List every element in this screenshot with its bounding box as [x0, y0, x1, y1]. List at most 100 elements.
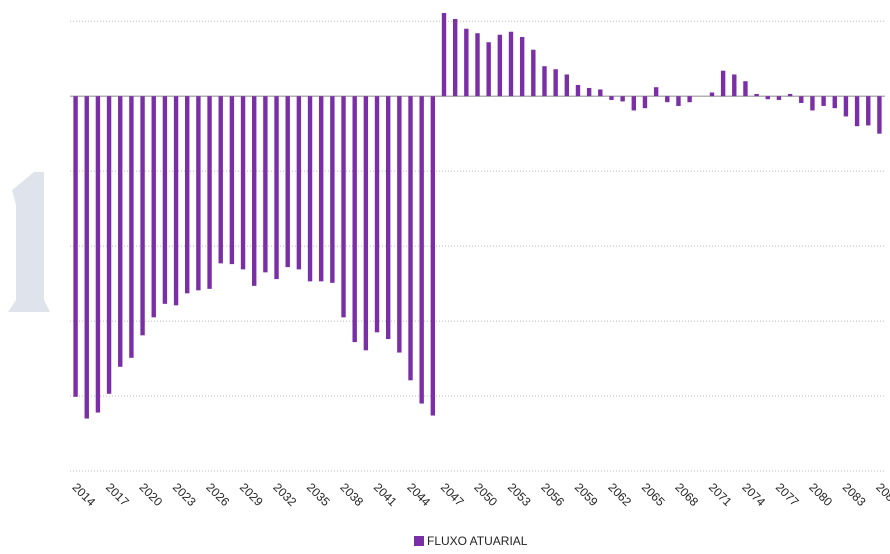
bar	[307, 96, 313, 282]
bar	[318, 96, 324, 282]
bar	[374, 96, 380, 333]
x-tick-label: 2044	[404, 480, 433, 509]
bar	[207, 96, 212, 289]
bar	[397, 96, 402, 353]
bar	[363, 96, 369, 351]
bar	[609, 96, 614, 100]
bar	[598, 89, 603, 97]
bar	[129, 96, 134, 358]
x-tick-label: 2050	[471, 480, 500, 509]
bar	[497, 34, 503, 97]
bar	[95, 96, 101, 413]
bar	[631, 96, 637, 111]
bar	[687, 96, 692, 103]
bar	[799, 96, 804, 103]
bar	[866, 96, 871, 126]
bar	[564, 74, 570, 97]
x-tick-label: 2068	[672, 480, 701, 509]
bar	[341, 96, 346, 318]
bar	[285, 96, 290, 268]
bar	[240, 96, 246, 270]
bar	[709, 92, 715, 97]
bar	[84, 96, 89, 419]
x-tick-label: 2074	[739, 480, 768, 509]
bar	[486, 42, 491, 97]
legend-swatch	[414, 536, 424, 546]
bar	[274, 96, 279, 280]
x-tick-label: 2026	[203, 480, 232, 509]
x-tick-label: 2062	[605, 480, 634, 509]
bar	[140, 96, 145, 336]
bar	[229, 96, 235, 265]
bar	[296, 96, 302, 270]
bar	[419, 96, 424, 404]
bar	[519, 36, 525, 97]
bar	[810, 96, 815, 111]
bar	[765, 96, 770, 100]
bar	[352, 96, 357, 343]
bar	[854, 96, 860, 127]
bar	[464, 28, 469, 97]
x-tick-label: 2032	[270, 480, 299, 509]
x-tick-label: 2083	[840, 480, 869, 509]
x-tick-label: 2017	[103, 480, 132, 509]
x-tick-label: 2059	[572, 480, 601, 509]
bar	[151, 96, 156, 318]
bar	[196, 96, 201, 291]
bar	[642, 96, 648, 109]
bar	[575, 84, 581, 97]
bar	[173, 96, 179, 306]
x-tick-label: 2065	[639, 480, 668, 509]
bar	[185, 96, 190, 294]
x-tick-label: 2047	[438, 480, 467, 509]
bar	[843, 96, 849, 117]
bar	[754, 93, 759, 97]
bar	[787, 93, 793, 97]
bar	[330, 96, 335, 283]
bar	[743, 81, 748, 97]
bar	[252, 96, 257, 286]
bar	[430, 96, 436, 416]
x-tick-label: 2023	[170, 480, 199, 509]
bar	[821, 96, 826, 106]
bar	[732, 74, 737, 97]
bar	[877, 96, 882, 134]
bar	[776, 96, 782, 100]
x-tick-label: 2029	[237, 480, 266, 509]
x-tick-label: 2077	[773, 480, 802, 509]
bar	[653, 87, 659, 97]
x-tick-label: 2035	[304, 480, 333, 509]
legend: FLUXO ATUARIAL	[414, 534, 528, 548]
bar	[531, 49, 536, 97]
bar	[475, 33, 480, 97]
bar	[832, 96, 837, 109]
x-tick-label: 2020	[136, 480, 165, 509]
bar	[218, 96, 223, 264]
bar	[542, 66, 547, 97]
bar	[620, 96, 625, 102]
bar	[665, 96, 670, 103]
bar	[162, 96, 168, 304]
bar	[676, 96, 681, 106]
watermark	[8, 172, 50, 312]
bar	[106, 96, 112, 394]
x-tick-label: 2080	[806, 480, 835, 509]
bar	[441, 12, 447, 97]
bar	[720, 70, 726, 97]
x-tick-label: 2014	[69, 480, 98, 509]
bar	[385, 96, 391, 340]
x-tick-label: 2038	[337, 480, 366, 509]
x-tick-label: 2086	[873, 480, 890, 509]
x-tick-label: 2041	[371, 480, 400, 509]
bar	[586, 87, 592, 97]
bar	[263, 96, 268, 273]
bar	[118, 96, 123, 367]
bar	[73, 96, 78, 397]
legend-label: FLUXO ATUARIAL	[427, 534, 528, 548]
x-tick-label: 2071	[706, 480, 735, 509]
bar	[452, 18, 458, 97]
x-tick-label: 2053	[505, 480, 534, 509]
bar	[408, 96, 413, 381]
